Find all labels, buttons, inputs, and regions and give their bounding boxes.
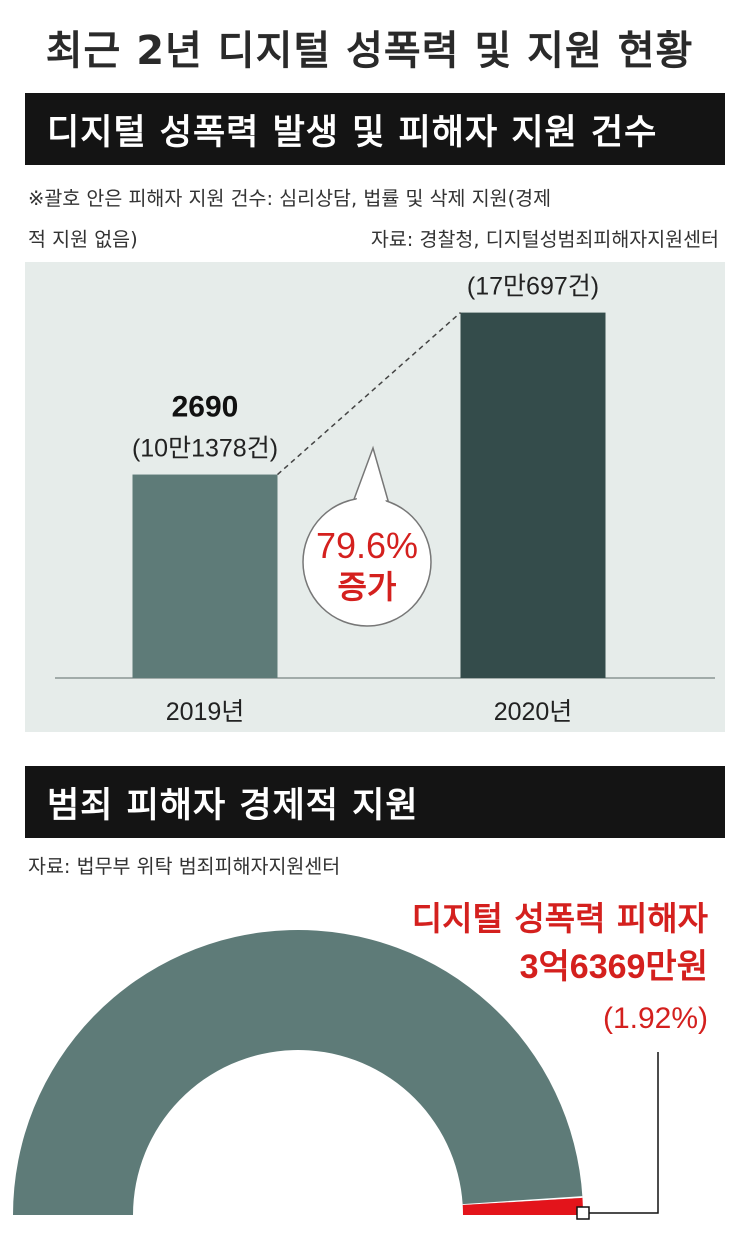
highlight-label: 디지털 성폭력 피해자 [412, 899, 709, 938]
bar-chart-panel: 2690(10만1378건)2019년4831(17만697건)2020년79.… [25, 262, 725, 732]
support-count-label: (17만697건) [467, 273, 599, 301]
support-count-label: (10만1378건) [132, 435, 278, 463]
trend-connector [277, 312, 461, 476]
x-tick-label: 2020년 [494, 698, 573, 726]
section-header-incidents: 디지털 성폭력 발생 및 피해자 지원 건수 [25, 93, 725, 165]
source-note: 자료: 경찰청, 디지털성범죄피해자지원센터 [370, 228, 719, 251]
footnote-line-2: 적 지원 없음) [28, 228, 138, 251]
donut-separator [462, 1196, 583, 1206]
total-amount: 188억6354만원 [172, 1167, 425, 1209]
highlight-percent: (1.92%) [603, 1002, 708, 1035]
section-title: 디지털 성폭력 발생 및 피해자 지원 건수 [47, 112, 658, 153]
increase-callout: 79.6%증가 [302, 445, 432, 627]
bar-value-label: 2690 [172, 391, 239, 424]
bar-2020년 [460, 312, 606, 678]
increase-percent: 79.6% [316, 525, 418, 566]
leader-marker [576, 1206, 590, 1220]
bar-chart: 2690(10만1378건)2019년4831(17만697건)2020년79.… [55, 273, 715, 726]
source-note: 자료: 법무부 위탁 범죄피해자지원센터 [28, 855, 341, 878]
footnote-line-1: ※괄호 안은 피해자 지원 건수: 심리상담, 법률 및 삭제 지원(경제 [28, 187, 552, 210]
bar-2019년 [132, 474, 278, 678]
section-header-support: 범죄 피해자 경제적 지원 [25, 766, 725, 838]
donut-segment-rest [13, 930, 583, 1215]
callout-pointer-fill [355, 452, 387, 506]
page-title: 최근 2년 디지털 성폭력 및 지원 현황 [45, 28, 694, 74]
donut-segment-highlight [462, 1197, 583, 1215]
total-label: 전체 지원금액 [187, 1117, 410, 1161]
increase-word: 증가 [338, 568, 397, 606]
x-tick-label: 2019년 [166, 698, 245, 726]
section-title: 범죄 피해자 경제적 지원 [47, 785, 419, 826]
highlight-amount: 3억6369만원 [520, 948, 708, 986]
leader-line [589, 1052, 659, 1214]
